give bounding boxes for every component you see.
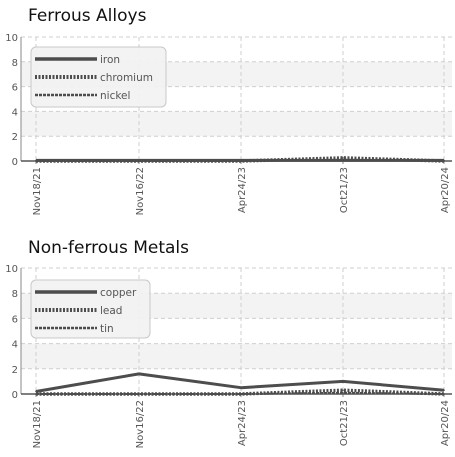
data-point-nickel <box>342 158 344 161</box>
x-tick-label: Nov16/22 <box>135 167 146 215</box>
data-point-nickel <box>443 160 445 162</box>
data-point-nickel <box>240 160 242 162</box>
data-point-copper <box>138 373 140 375</box>
y-tick-label: 6 <box>12 83 18 94</box>
x-tick-label: Nov18/21 <box>32 400 43 448</box>
y-tick-label: 4 <box>12 107 18 118</box>
x-tick-label: Apr24/23 <box>237 167 248 213</box>
chart-title-nonferrous: Non-ferrous Metals <box>28 238 190 258</box>
y-tick-label: 10 <box>5 33 18 44</box>
legend-box <box>30 46 167 108</box>
x-tick-label: Apr20/24 <box>440 167 451 213</box>
data-point-tin <box>35 393 37 395</box>
y-tick-label: 4 <box>12 340 18 351</box>
legend-box <box>30 279 151 339</box>
data-point-tin <box>240 393 242 395</box>
legend-label-chromium: chromium <box>100 72 153 84</box>
legend-label-iron: iron <box>100 54 120 66</box>
x-tick-label: Apr20/24 <box>440 400 451 446</box>
grid-band <box>21 343 452 369</box>
x-tick-label: Nov16/22 <box>135 400 146 448</box>
data-point-copper <box>443 389 445 392</box>
data-point-copper <box>240 386 242 389</box>
data-point-chromium <box>342 157 344 159</box>
data-point-lead <box>342 389 344 392</box>
legend-label-copper: copper <box>100 287 137 299</box>
data-point-tin <box>443 393 445 395</box>
y-tick-label: 8 <box>12 289 18 300</box>
data-point-copper <box>35 390 37 393</box>
legend-label-nickel: nickel <box>100 90 130 102</box>
legend-label-tin: tin <box>100 323 114 335</box>
y-tick-label: 2 <box>12 132 18 143</box>
y-tick-label: 0 <box>12 390 18 401</box>
grid-band <box>21 111 452 137</box>
y-tick-label: 6 <box>12 314 18 325</box>
data-point-nickel <box>35 160 37 162</box>
y-tick-label: 8 <box>12 58 18 69</box>
y-tick-label: 2 <box>12 365 18 376</box>
x-tick-label: Oct21/23 <box>339 400 350 446</box>
data-point-nickel <box>138 160 140 162</box>
x-tick-label: Apr24/23 <box>237 400 248 446</box>
chart-title-ferrous: Ferrous Alloys <box>28 6 147 26</box>
series-line-copper <box>35 372 445 393</box>
data-point-copper <box>342 380 344 383</box>
y-tick-label: 10 <box>5 264 18 275</box>
data-point-tin <box>342 391 344 394</box>
x-tick-label: Nov18/21 <box>32 167 43 215</box>
y-tick-label: 0 <box>12 157 18 168</box>
legend-label-lead: lead <box>100 305 122 317</box>
data-point-tin <box>138 393 140 395</box>
x-tick-label: Oct21/23 <box>339 167 350 213</box>
